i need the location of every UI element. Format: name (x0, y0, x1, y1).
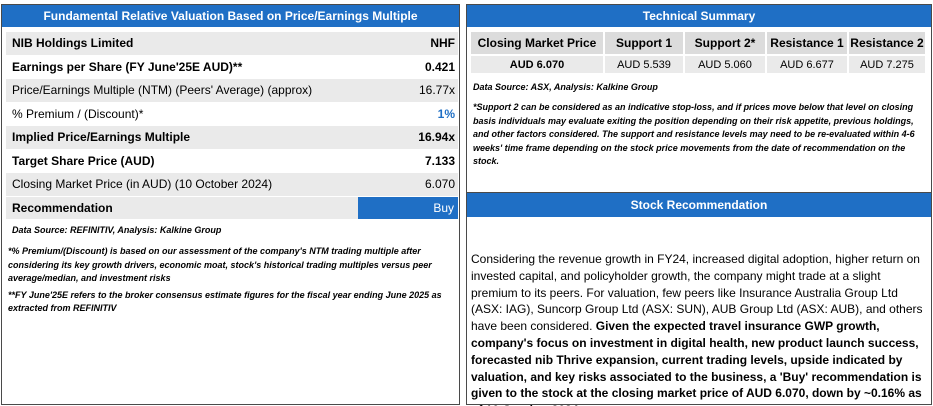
row-label: Earnings per Share (FY June'25E AUD)** (12, 59, 243, 74)
table-row: % Premium / (Discount)* 1% (6, 102, 458, 126)
row-value: 0.421 (424, 59, 455, 74)
recommendation-panel: Stock Recommendation Considering the rev… (467, 192, 931, 406)
valuation-title: Fundamental Relative Valuation Based on … (2, 5, 459, 27)
table-row: Price/Earnings Multiple (NTM) (Peers' Av… (6, 79, 458, 103)
table-row: NIB Holdings Limited NHF (6, 32, 458, 56)
technical-header-row: Closing Market Price Support 1 Support 2… (471, 32, 927, 54)
row-value: 1% (437, 106, 455, 121)
technical-table: Closing Market Price Support 1 Support 2… (471, 32, 927, 73)
value-cell: AUD 6.070 (471, 54, 605, 73)
technical-source: Data Source: ASX, Analysis: Kalkine Grou… (473, 82, 658, 92)
row-value: 6.070 (424, 177, 455, 192)
recommendation-badge: Buy (358, 196, 458, 219)
value-cell: AUD 5.060 (685, 54, 767, 73)
row-value: 7.133 (424, 153, 455, 168)
row-value: 16.77x (418, 83, 455, 98)
row-label: Closing Market Price (in AUD) (10 Octobe… (12, 177, 273, 192)
valuation-notes: *% Premium/(Discount) is based on our as… (8, 245, 456, 319)
recommendation-title: Stock Recommendation (467, 193, 931, 217)
row-label: % Premium / (Discount)* (12, 106, 144, 121)
value-cell: AUD 7.275 (849, 54, 927, 73)
row-label: Target Share Price (AUD) (12, 153, 155, 168)
value-cell: AUD 6.677 (767, 54, 849, 73)
header-cell: Resistance 2 (849, 32, 927, 54)
recommendation-text: Considering the revenue growth in FY24, … (471, 251, 929, 406)
row-value: NHF (430, 36, 455, 51)
technical-title: Technical Summary (467, 5, 931, 27)
header-cell: Support 1 (605, 32, 685, 54)
value-cell: AUD 5.539 (605, 54, 685, 73)
header-cell: Support 2* (685, 32, 767, 54)
recommendation-body: Considering the revenue growth in FY24, … (471, 252, 923, 334)
table-row: Recommendation Buy (6, 196, 458, 220)
row-label: NIB Holdings Limited (12, 36, 134, 51)
row-label: Price/Earnings Multiple (NTM) (Peers' Av… (12, 83, 313, 98)
table-row: Closing Market Price (in AUD) (10 Octobe… (6, 173, 458, 197)
row-label: Recommendation (12, 200, 113, 215)
valuation-table: NIB Holdings Limited NHF Earnings per Sh… (6, 32, 458, 220)
header-cell: Closing Market Price (471, 32, 605, 54)
fy-note: **FY June'25E refers to the broker conse… (8, 289, 442, 314)
support-note: *Support 2 can be considered as an indic… (473, 102, 915, 166)
technical-value-row: AUD 6.070 AUD 5.539 AUD 5.060 AUD 6.677 … (471, 54, 927, 73)
table-row: Implied Price/Earnings Multiple 16.94x (6, 126, 458, 150)
table-row: Target Share Price (AUD) 7.133 (6, 149, 458, 173)
row-label: Implied Price/Earnings Multiple (12, 130, 191, 145)
recommendation-conclusion: Given the expected travel insurance GWP … (471, 319, 922, 406)
header-cell: Resistance 1 (767, 32, 849, 54)
valuation-source: Data Source: REFINITIV, Analysis: Kalkin… (12, 225, 222, 235)
premium-note: *% Premium/(Discount) is based on our as… (8, 246, 432, 283)
valuation-panel: Fundamental Relative Valuation Based on … (1, 4, 460, 405)
row-value: 16.94x (418, 130, 455, 145)
table-row: Earnings per Share (FY June'25E AUD)** 0… (6, 55, 458, 79)
technical-panel: Technical Summary Closing Market Price S… (466, 4, 932, 406)
